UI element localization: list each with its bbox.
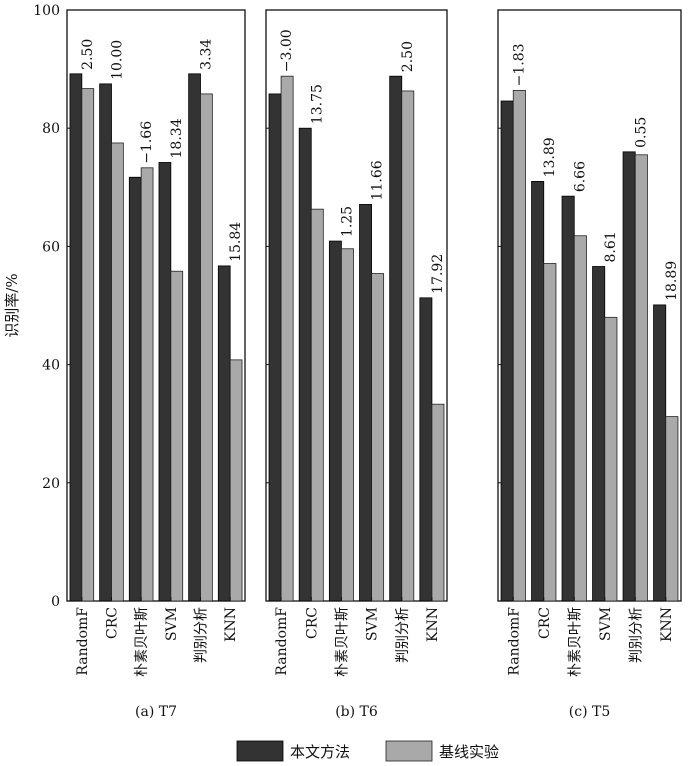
category-label-2-4: 判别分析 xyxy=(628,607,644,663)
data-label-1-4: 2.50 xyxy=(400,41,416,72)
data-label-0-2: −1.66 xyxy=(139,121,155,164)
legend-label-baseline: 基线实验 xyxy=(439,743,499,761)
category-label-0-2: 朴素贝叶斯 xyxy=(134,607,150,677)
bar-method-2-3 xyxy=(592,266,606,602)
y-tick-label-3: 60 xyxy=(42,239,60,255)
bar-method-2-5 xyxy=(653,304,667,602)
category-label-1-5: KNN xyxy=(425,607,441,642)
data-label-1-0: −3.00 xyxy=(279,29,295,72)
data-label-0-0: 2.50 xyxy=(80,39,96,70)
category-label-1-2: 朴素贝叶斯 xyxy=(334,607,350,677)
bar-baseline-1-5 xyxy=(431,403,445,602)
data-label-0-3: 18.34 xyxy=(169,118,185,158)
category-label-2-0: RandomF xyxy=(506,607,522,676)
bar-method-1-4 xyxy=(389,75,403,602)
category-label-2-1: CRC xyxy=(537,607,553,639)
bar-method-0-1 xyxy=(99,83,112,602)
bar-baseline-0-0 xyxy=(81,88,95,602)
bar-baseline-0-4 xyxy=(200,93,213,602)
category-label-0-1: CRC xyxy=(105,607,121,639)
y-tick-label-0: 0 xyxy=(51,594,60,610)
bar-baseline-2-4 xyxy=(634,154,648,602)
data-label-2-1: 13.89 xyxy=(542,137,558,177)
category-label-0-5: KNN xyxy=(223,607,239,642)
bar-method-0-3 xyxy=(158,162,172,602)
data-label-2-5: 18.89 xyxy=(664,261,680,301)
category-label-0-3: SVM xyxy=(164,607,180,641)
panel-caption-2: (c) T5 xyxy=(569,704,610,720)
bar-method-2-1 xyxy=(531,180,545,602)
bar-baseline-1-0 xyxy=(280,75,294,602)
panel-frame-2 xyxy=(497,9,682,602)
bar-baseline-0-2 xyxy=(140,167,154,602)
bar-method-2-2 xyxy=(561,195,575,602)
bar-baseline-2-5 xyxy=(665,416,679,602)
legend-swatch-baseline xyxy=(385,740,433,762)
y-tick-label-5: 100 xyxy=(33,3,60,19)
panel-caption-1: (b) T6 xyxy=(335,704,378,720)
bar-baseline-1-2 xyxy=(341,248,354,602)
panel-caption-0: (a) T7 xyxy=(135,704,177,720)
bar-baseline-2-3 xyxy=(604,316,618,602)
y-axis-label: 识别率/% xyxy=(3,273,21,337)
bar-baseline-2-0 xyxy=(512,89,526,602)
y-tick-label-4: 80 xyxy=(42,121,60,137)
bar-method-1-2 xyxy=(328,240,342,602)
data-label-0-1: 10.00 xyxy=(109,40,125,80)
bar-method-2-0 xyxy=(500,100,514,602)
bar-method-1-1 xyxy=(298,127,312,602)
category-label-1-3: SVM xyxy=(365,607,381,641)
data-label-2-3: 8.61 xyxy=(603,231,619,262)
y-tick-label-1: 20 xyxy=(42,476,60,492)
bar-method-2-4 xyxy=(622,151,636,602)
bar-baseline-1-3 xyxy=(371,273,385,602)
data-label-1-1: 13.75 xyxy=(309,84,325,124)
category-label-0-0: RandomF xyxy=(75,607,91,676)
bar-method-0-5 xyxy=(217,265,231,602)
category-label-2-5: KNN xyxy=(659,607,675,642)
data-label-2-2: 6.66 xyxy=(572,161,588,192)
bar-baseline-1-1 xyxy=(310,208,324,602)
data-label-2-0: −1.83 xyxy=(511,43,527,86)
data-label-0-4: 3.34 xyxy=(198,39,214,70)
legend-label-method: 本文方法 xyxy=(290,743,350,761)
data-label-1-2: 1.25 xyxy=(339,206,355,237)
bar-baseline-1-4 xyxy=(401,90,415,602)
bar-baseline-0-1 xyxy=(111,142,124,602)
category-label-1-0: RandomF xyxy=(274,607,290,676)
category-label-2-2: 朴素贝叶斯 xyxy=(567,607,583,677)
bar-method-0-0 xyxy=(69,73,83,602)
bar-method-1-5 xyxy=(419,297,433,602)
panel-frame-0 xyxy=(66,9,246,602)
panel-frame-1 xyxy=(265,9,448,602)
legend-swatch-method xyxy=(236,740,284,762)
category-label-2-3: SVM xyxy=(598,607,614,641)
y-tick-label-2: 40 xyxy=(42,358,60,374)
data-label-0-5: 15.84 xyxy=(228,222,244,262)
data-label-1-3: 11.66 xyxy=(370,160,386,200)
data-label-1-5: 17.92 xyxy=(430,254,446,294)
bar-baseline-2-2 xyxy=(573,235,587,602)
bar-method-0-4 xyxy=(188,73,201,602)
bar-method-0-2 xyxy=(128,176,142,602)
category-label-1-1: CRC xyxy=(304,607,320,639)
category-label-0-4: 判别分析 xyxy=(194,607,210,663)
bar-baseline-2-1 xyxy=(543,263,557,602)
bar-method-1-0 xyxy=(268,93,282,602)
bar-baseline-0-5 xyxy=(229,359,243,602)
bar-method-1-3 xyxy=(359,204,372,602)
data-label-2-4: 0.55 xyxy=(633,117,649,148)
category-label-1-4: 判别分析 xyxy=(395,607,411,663)
bar-baseline-0-3 xyxy=(170,270,184,602)
